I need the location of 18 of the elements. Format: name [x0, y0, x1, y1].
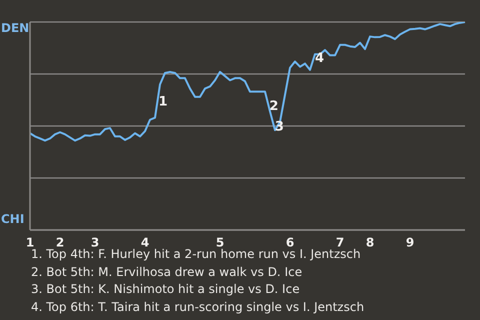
- text: CHI: [1, 212, 24, 226]
- text: 3. Bot 5th: K. Nishimoto hit a single vs D. Ice: [31, 281, 301, 298]
- x-tick-label: 8: [366, 236, 374, 250]
- x-tick-label: 5: [216, 236, 224, 250]
- text: DEN: [1, 21, 30, 35]
- text: 1. Top 4th: F. Hurley hit a 2-run home run vs I. Jentzsch: [31, 247, 362, 263]
- x-tick-label: 1: [26, 236, 34, 250]
- text: 2. Bot 5th: M. Ervilhosa drew a walk vs D. Ice: [31, 264, 304, 280]
- x-tick-label: 6: [286, 236, 294, 250]
- text: 4. Top 6th: T. Taira hit a run-scoring single vs I. Jentzsch: [31, 298, 364, 316]
- x-tick-label: 3: [90, 236, 100, 250]
- annotation: 1: [158, 94, 168, 110]
- x-tick-label: 9: [406, 236, 414, 250]
- annotation: 2: [269, 98, 278, 114]
- x-tick-label: 2: [56, 236, 64, 250]
- annotation: 4: [315, 50, 324, 66]
- x-tick-label: 7: [336, 236, 344, 250]
- x-tick-label: 4: [140, 236, 150, 250]
